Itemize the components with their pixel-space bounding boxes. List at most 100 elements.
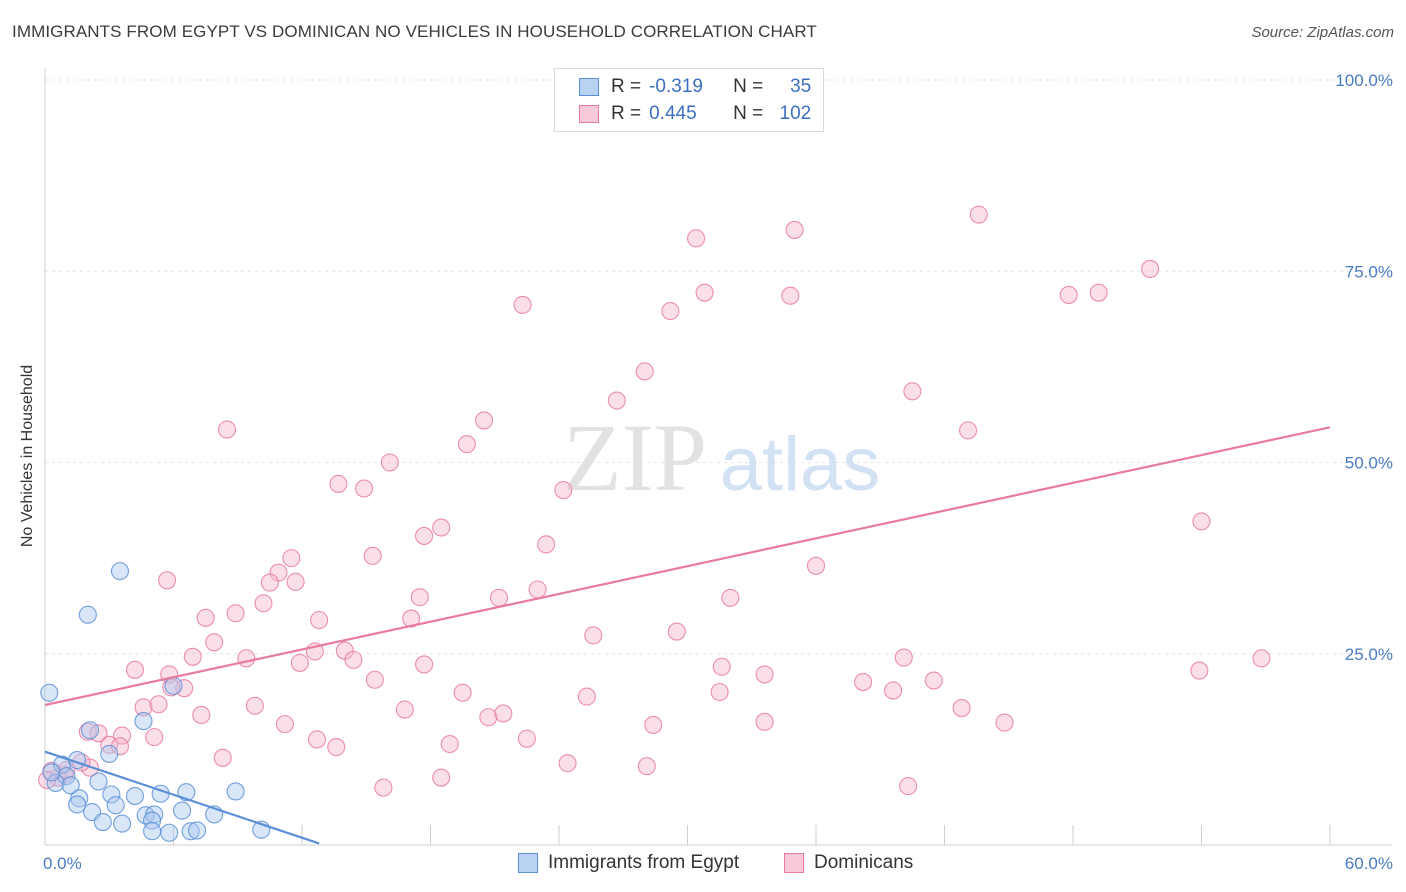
dominican-point (607, 391, 626, 410)
egypt-points (40, 562, 271, 842)
dominican-point (440, 734, 459, 754)
dominican-point (513, 295, 532, 314)
egypt-point (78, 605, 97, 624)
dominican-point (415, 526, 434, 545)
egypt-point (57, 767, 76, 786)
egypt-point (93, 812, 112, 832)
dominican-point (969, 205, 988, 224)
egypt-point (46, 773, 65, 793)
egypt-point (164, 676, 183, 695)
stats-legend: R = -0.319 N = 35 R = 0.445 N = 102 (554, 68, 824, 132)
dominican-point (1141, 259, 1160, 279)
dominican-point (785, 220, 804, 239)
dominican-point (1192, 512, 1211, 531)
legend-swatch-egypt (518, 853, 538, 873)
dominican-point (254, 594, 273, 613)
legend-n-value: 102 (779, 103, 812, 124)
legend-r-label: R = (611, 76, 642, 97)
egypt-point (173, 801, 192, 820)
egypt-point (102, 785, 121, 804)
dominican-point (275, 715, 294, 734)
legend-n-value: 35 (790, 76, 812, 97)
dominican-point (474, 411, 494, 430)
dominican-point (712, 657, 731, 676)
dominican-point (245, 696, 264, 715)
dominican-point (355, 479, 374, 498)
axes (44, 68, 1392, 846)
dominican-point (125, 660, 144, 679)
legend-n-label: N = (733, 76, 764, 97)
dominican-point (899, 777, 918, 796)
y-tick-label: 50.0% (1345, 454, 1393, 473)
dominican-point (952, 699, 971, 718)
legend-item-egypt: Immigrants from Egypt (518, 852, 739, 874)
dominican-point (806, 556, 826, 575)
dominican-point (213, 748, 232, 767)
dominican-point (307, 730, 327, 749)
dominican-point (1190, 661, 1209, 680)
legend-label-egypt: Immigrants from Egypt (548, 852, 740, 873)
dominican-point (192, 705, 211, 725)
legend-swatch-egypt (579, 78, 599, 96)
egypt-point (110, 562, 130, 581)
source-label: Source: ZipAtlas.com (1251, 24, 1394, 41)
egypt-point (61, 776, 80, 795)
egypt-point (226, 782, 245, 801)
dominican-point (479, 708, 498, 727)
egypt-trend-line (44, 750, 320, 845)
dominican-point (380, 453, 399, 472)
egypt-point (160, 823, 179, 842)
dominican-point (884, 681, 903, 700)
egypt-point (181, 822, 200, 841)
dominican-point (854, 673, 873, 692)
dominican-point (903, 382, 922, 401)
x-tick-label: 0.0% (43, 854, 82, 873)
egypt-point (100, 744, 119, 764)
egypt-point (68, 795, 87, 814)
dominican-point (145, 728, 164, 747)
dominican-point (134, 698, 153, 717)
dominican-point (1059, 285, 1078, 305)
dominican-point (577, 687, 596, 706)
egypt-point (125, 786, 144, 806)
dominican-point (635, 362, 654, 381)
dominican-point (415, 655, 434, 674)
egypt-point (143, 811, 162, 830)
trend-lines (44, 426, 1331, 845)
legend-row-dominicans: R = 0.445 N = 102 (579, 102, 811, 126)
dominican-point (226, 604, 245, 623)
dominican-point (365, 670, 384, 689)
legend-r-label: R = (611, 103, 642, 124)
grid-lines (45, 79, 1392, 655)
legend-r-value: 0.445 (649, 103, 697, 124)
dominican-point (710, 682, 729, 702)
dominican-point (489, 588, 509, 607)
dominican-point (781, 286, 800, 305)
dominican-point (995, 713, 1014, 732)
dominican-point (1089, 283, 1108, 302)
dominican-point (183, 647, 202, 666)
dominican-point (457, 435, 476, 454)
egypt-point (42, 763, 61, 782)
dominican-point (644, 715, 663, 734)
dominican-point (110, 737, 130, 756)
dominican-point (410, 588, 429, 607)
dominican-point (374, 778, 393, 797)
dominican-point (205, 633, 224, 652)
egypt-point (40, 683, 59, 702)
egypt-point (106, 796, 125, 815)
egypt-point (80, 721, 100, 740)
dominicans-trend-line (44, 426, 1331, 707)
dominican-point (494, 704, 513, 723)
legend-label-dominicans: Dominicans (814, 852, 914, 873)
dominican-point (687, 229, 706, 248)
dominican-point (584, 626, 603, 645)
dominican-point (149, 695, 168, 714)
dominican-point (894, 648, 913, 667)
series-legend: Immigrants from Egypt Dominicans (0, 852, 1406, 876)
dominican-point (1252, 649, 1271, 668)
dominican-point (721, 588, 740, 607)
egypt-point (188, 821, 207, 840)
x-tick-label: 60.0% (1345, 854, 1393, 873)
tick-labels: 100.0% 75.0% 50.0% 25.0% 0.0% 60.0% (43, 71, 1393, 873)
